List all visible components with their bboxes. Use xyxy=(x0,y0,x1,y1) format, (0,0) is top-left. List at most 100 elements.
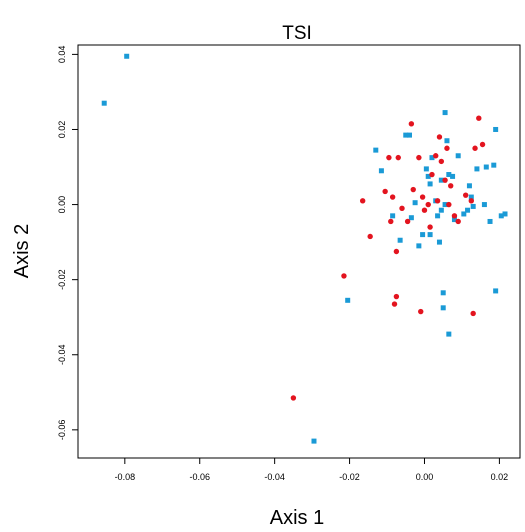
data-point-square xyxy=(408,215,414,221)
data-point-square xyxy=(442,110,448,116)
data-point-circle xyxy=(389,194,396,200)
data-point-square xyxy=(378,168,384,174)
x-tick-label: -0.04 xyxy=(264,472,285,482)
data-point-circle xyxy=(395,154,401,161)
y-tick-label: 0.04 xyxy=(57,46,67,64)
chart-title: TSI xyxy=(282,23,312,44)
x-axis: -0.08 -0.06 -0.04 -0.02 0.00 0.02 xyxy=(115,458,509,482)
x-tick-label: -0.02 xyxy=(339,472,360,482)
x-tick-label: 0.02 xyxy=(491,472,509,482)
data-point-square xyxy=(481,202,487,208)
data-point-circle xyxy=(446,201,452,208)
data-point-square xyxy=(474,166,480,172)
x-tick-label: -0.06 xyxy=(189,472,210,482)
data-point-circle xyxy=(476,115,482,121)
data-point-circle xyxy=(438,158,445,165)
data-point-circle xyxy=(399,205,405,212)
data-point-square xyxy=(425,173,431,179)
data-point-square xyxy=(403,132,409,138)
data-point-circle xyxy=(451,213,458,219)
data-point-circle xyxy=(419,194,426,200)
data-point-square xyxy=(440,290,446,296)
data-point-circle xyxy=(359,198,366,204)
data-point-square xyxy=(423,166,429,172)
x-tick-label: -0.08 xyxy=(115,472,136,482)
y-axis-label: Axis 2 xyxy=(11,224,33,278)
data-point-square xyxy=(465,207,471,213)
y-tick-label: -0.06 xyxy=(57,420,67,441)
data-point-square xyxy=(438,207,444,213)
data-point-square xyxy=(412,200,418,206)
x-axis-label: Axis 1 xyxy=(270,507,324,529)
data-point-circle xyxy=(425,201,431,208)
data-point-circle xyxy=(462,192,469,198)
data-point-circle xyxy=(367,233,373,240)
data-point-circle xyxy=(427,224,433,230)
data-point-square xyxy=(466,183,472,189)
data-point-square xyxy=(442,202,448,208)
data-point-circle xyxy=(442,177,448,183)
data-point-circle xyxy=(448,183,454,189)
data-point-circle xyxy=(408,121,415,127)
data-point-circle xyxy=(393,293,400,300)
data-point-square xyxy=(311,438,317,444)
data-point-square xyxy=(493,288,499,294)
data-point-square xyxy=(397,237,403,243)
data-point-circle xyxy=(455,218,461,225)
data-point-square xyxy=(438,177,444,183)
data-point-circle xyxy=(410,186,416,193)
data-point-square xyxy=(101,100,107,106)
data-point-square xyxy=(444,138,450,144)
data-point-circle xyxy=(444,145,450,151)
data-point-square xyxy=(450,173,456,179)
data-point-circle xyxy=(436,134,443,140)
data-point-square xyxy=(498,213,504,219)
data-point-circle xyxy=(429,171,435,178)
data-point-circle xyxy=(472,145,478,151)
data-point-square xyxy=(429,155,435,161)
data-point-circle xyxy=(418,308,424,315)
data-point-square xyxy=(446,172,452,178)
data-point-square xyxy=(373,147,379,153)
data-point-circle xyxy=(386,154,392,161)
data-point-circle xyxy=(404,218,411,225)
x-tick-label: 0.00 xyxy=(416,472,434,482)
data-point-square xyxy=(451,217,457,223)
data-point-circle xyxy=(388,218,394,225)
data-point-square xyxy=(493,126,499,132)
data-point-circle xyxy=(421,207,428,213)
data-point-square xyxy=(487,218,493,224)
data-point-circle xyxy=(433,153,439,159)
data-point-square xyxy=(502,211,508,217)
data-point-square xyxy=(427,232,433,238)
data-point-circle xyxy=(382,188,388,195)
plot-frame xyxy=(77,44,521,459)
y-tick-label: -0.02 xyxy=(57,269,67,290)
data-point-square xyxy=(420,232,426,238)
data-point-circle xyxy=(341,273,347,279)
data-point-square xyxy=(461,211,467,217)
data-point-square xyxy=(470,203,476,209)
y-axis: -0.06 -0.04 -0.02 0.00 0.02 0.04 xyxy=(57,46,78,440)
data-point-square xyxy=(407,132,412,138)
y-tick-label: 0.02 xyxy=(57,121,67,139)
data-point-square xyxy=(455,153,461,159)
data-point-square xyxy=(390,213,396,219)
data-point-square xyxy=(124,53,130,59)
data-point-circle xyxy=(290,395,297,401)
data-points xyxy=(101,53,508,444)
data-point-square xyxy=(416,243,422,249)
data-point-circle xyxy=(470,310,476,317)
data-point-square xyxy=(491,162,497,168)
y-tick-label: -0.04 xyxy=(57,344,67,365)
data-point-circle xyxy=(393,248,400,255)
data-point-circle xyxy=(391,301,398,307)
data-point-square xyxy=(468,194,474,200)
data-point-circle xyxy=(434,198,441,204)
data-point-square xyxy=(345,297,351,303)
data-point-circle xyxy=(416,154,422,161)
data-point-square xyxy=(446,331,452,337)
data-point-circle xyxy=(479,141,486,148)
data-point-square xyxy=(483,164,489,170)
